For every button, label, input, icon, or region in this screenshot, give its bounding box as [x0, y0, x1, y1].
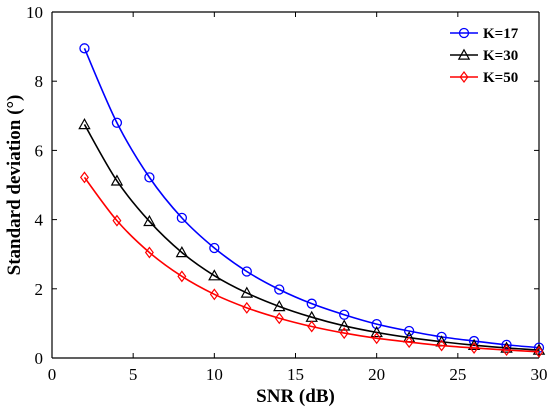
data-point: [500, 341, 513, 353]
x-tick-label: 30: [531, 365, 548, 384]
y-tick-label: 10: [26, 3, 43, 22]
data-point: [307, 320, 317, 333]
data-point: [534, 345, 544, 358]
data-point: [209, 288, 219, 301]
data-point: [208, 269, 221, 281]
data-point: [79, 171, 89, 184]
legend-label: K=17: [483, 26, 519, 42]
data-point: [306, 298, 317, 309]
x-axis-title: SNR (dB): [256, 386, 335, 407]
data-point: [371, 318, 382, 330]
data-point: [240, 286, 254, 298]
series-k-30: [78, 118, 546, 355]
data-point: [533, 342, 545, 353]
data-point: [337, 319, 351, 331]
x-tick-label: 10: [206, 365, 223, 384]
data-point: [110, 174, 124, 186]
data-point: [177, 270, 187, 283]
legend-item: K=17: [450, 26, 519, 42]
y-tick-label: 0: [35, 349, 44, 368]
data-point: [274, 284, 285, 295]
series-line: [83, 48, 540, 349]
data-point: [274, 312, 284, 325]
series-line: [83, 124, 540, 351]
data-point: [78, 118, 91, 130]
data-point: [404, 336, 414, 349]
data-point: [467, 338, 481, 350]
legend-marker: [457, 48, 471, 60]
data-point: [372, 332, 382, 345]
legend-marker: [459, 71, 469, 83]
series-k-17: [79, 43, 545, 353]
data-point: [502, 344, 512, 357]
data-point: [370, 325, 383, 338]
data-point: [273, 300, 286, 312]
y-axis-title: Standard deviation (°): [4, 95, 25, 276]
legend: K=17 K=30 K=50: [450, 26, 519, 86]
data-point: [241, 266, 252, 277]
data-point: [176, 212, 188, 224]
series-line: [83, 176, 540, 353]
data-point: [111, 117, 123, 128]
x-tick-label: 20: [368, 365, 385, 384]
legend-label: K=50: [483, 70, 518, 86]
data-point: [143, 214, 156, 227]
x-tick-label: 0: [48, 365, 57, 384]
series-layer: [78, 43, 546, 358]
series-k-50: [79, 171, 544, 358]
data-point: [112, 214, 122, 227]
data-point: [469, 341, 479, 354]
x-tick-label: 25: [449, 365, 466, 384]
y-tick-label: 6: [35, 141, 44, 160]
data-point: [242, 301, 252, 314]
data-point: [175, 246, 189, 258]
plot-axes: 0 5 10 15 20 25 30 0 2 4 6 8 10: [26, 3, 548, 384]
data-point: [437, 339, 447, 352]
data-point: [144, 172, 155, 183]
x-tick-label: 15: [287, 365, 304, 384]
y-tick-label: 8: [35, 72, 44, 91]
data-point: [144, 246, 154, 259]
data-point: [339, 309, 350, 320]
y-tick-label: 4: [35, 211, 44, 230]
y-tick-label: 2: [35, 280, 44, 299]
data-point: [339, 327, 349, 340]
data-point: [209, 242, 220, 254]
x-tick-label: 5: [129, 365, 138, 384]
legend-marker: [458, 27, 470, 39]
data-point: [403, 325, 415, 337]
legend-item: K=50: [450, 70, 518, 86]
data-point: [79, 43, 90, 54]
legend-label: K=30: [483, 48, 518, 64]
legend-item: K=30: [450, 48, 518, 64]
